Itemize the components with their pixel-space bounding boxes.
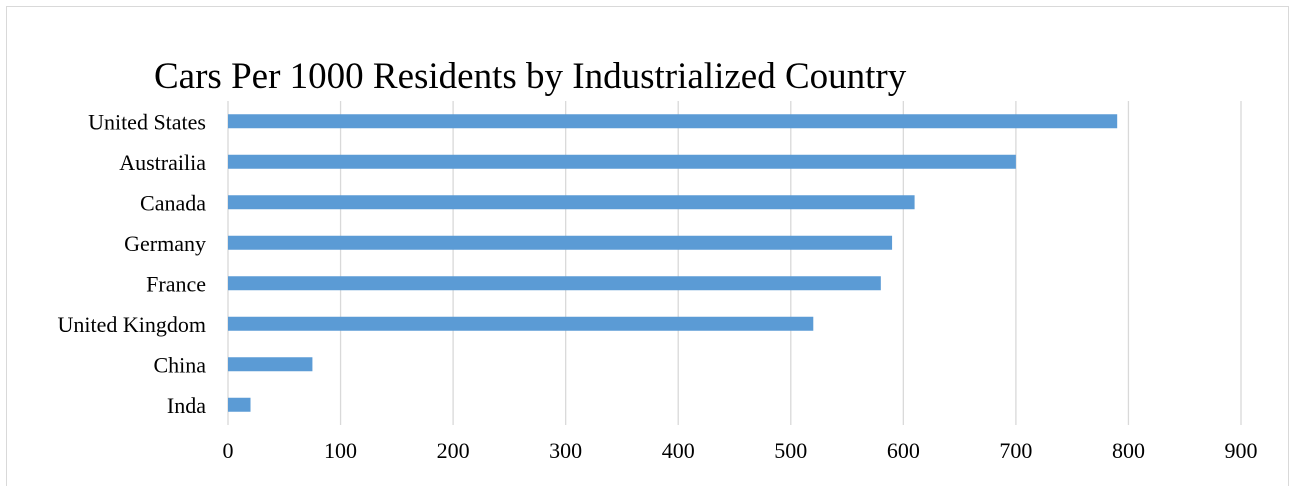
x-tick-label: 500 [774,438,807,463]
category-label: China [153,352,206,377]
x-tick-label: 700 [999,438,1032,463]
x-tick-label: 100 [324,438,357,463]
x-tick-label: 300 [549,438,582,463]
category-label: Canada [140,190,206,215]
x-tick-label: 0 [223,438,234,463]
category-label: Inda [167,393,206,418]
bar [228,154,1016,169]
x-tick-label: 900 [1225,438,1258,463]
bar [228,114,1118,129]
bar [228,397,251,412]
bar [228,357,313,372]
category-label: United Kingdom [58,312,207,337]
category-label: United States [88,109,206,134]
bar [228,316,814,331]
x-tick-labels: 0 100 200 300 400 500 600 700 800 900 [223,438,1258,463]
bar [228,195,915,210]
x-tick-label: 200 [437,438,470,463]
bar [228,235,893,250]
category-label: Germany [124,231,206,256]
category-labels: United States Austrailia Canada Germany Fran… [58,109,207,418]
bar [228,276,881,291]
x-tick-label: 600 [887,438,920,463]
x-tick-label: 800 [1112,438,1145,463]
chart-title: Cars Per 1000 Residents by Industrialize… [154,56,907,97]
x-tick-label: 400 [662,438,695,463]
category-label: France [146,271,206,296]
bars [228,114,1118,412]
gridlines [227,101,1242,425]
category-label: Austrailia [119,150,206,175]
